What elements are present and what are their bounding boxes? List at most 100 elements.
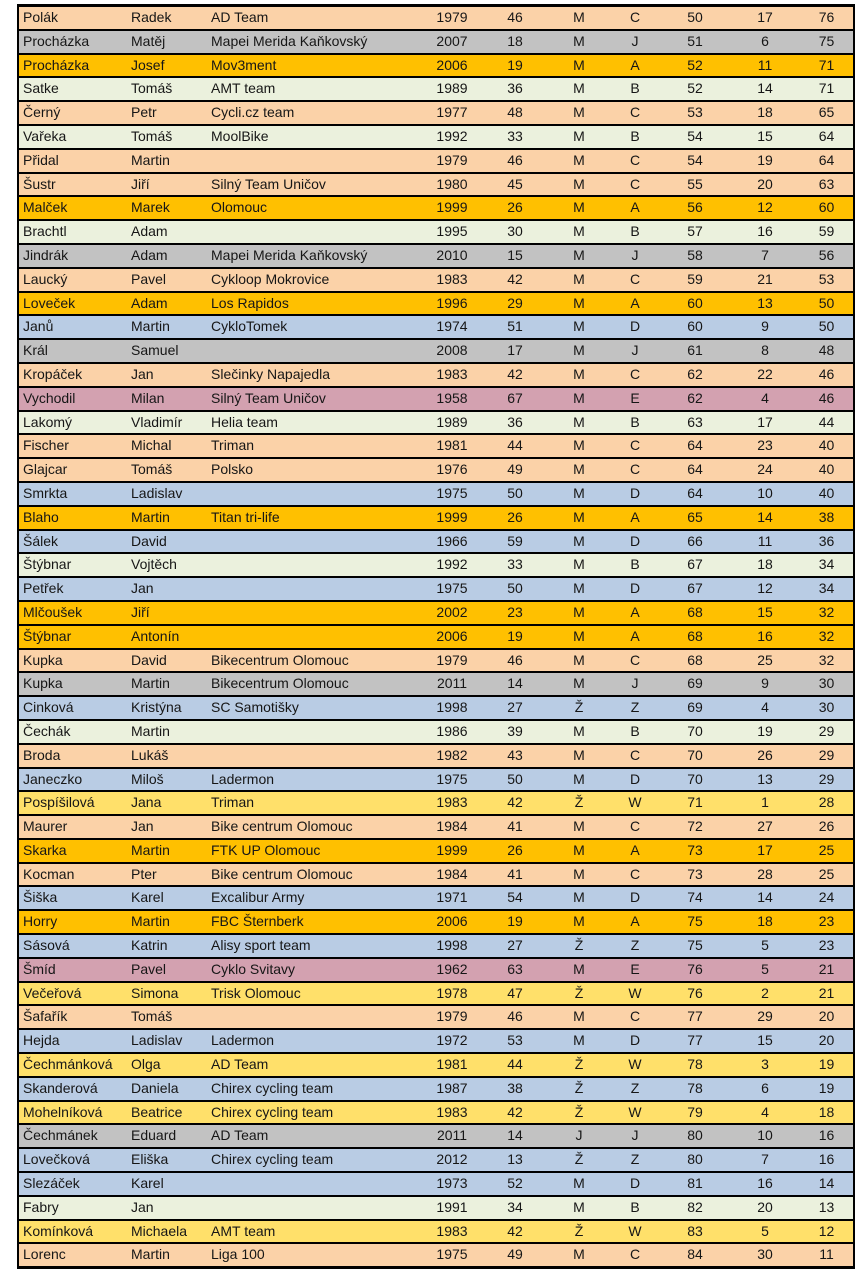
cell-year: 1992: [436, 127, 468, 144]
cell-cat: C: [629, 651, 641, 668]
cell-place: 51: [687, 32, 703, 49]
cell-age: 50: [507, 770, 523, 787]
cell-sex: M: [573, 818, 585, 835]
cell-place: 68: [687, 651, 703, 668]
cell-sex: M: [573, 841, 585, 858]
table-row: Pospíšilová Jana Triman 1983 42 Ž W 71 1 28: [19, 792, 853, 817]
cell-age: 19: [507, 913, 523, 930]
cell-year: 1992: [436, 556, 468, 573]
cell-points: 21: [818, 960, 835, 977]
cell-year: 1998: [436, 699, 468, 716]
cell-team: Bikecentrum Olomouc: [211, 651, 349, 668]
cell-first-name: Adam: [131, 294, 168, 311]
cell-year: 1983: [436, 365, 468, 382]
cell-cat-place: 12: [757, 580, 773, 597]
cell-year: 1958: [436, 389, 468, 406]
cell-first-name: Adam: [131, 246, 168, 263]
cell-place: 69: [687, 675, 703, 692]
cell-first-name: David: [131, 651, 167, 668]
cell-cat-place: 14: [757, 80, 773, 97]
cell-place: 83: [687, 1222, 703, 1239]
cell-place: 54: [687, 127, 703, 144]
cell-surname: Malček: [23, 199, 68, 216]
cell-age: 46: [507, 151, 523, 168]
cell-first-name: Adam: [131, 223, 168, 240]
cell-age: 14: [507, 1127, 523, 1144]
cell-age: 48: [507, 104, 523, 121]
table-row: Šmíd Pavel Cyklo Svitavy 1962 63 M E 76 5 21: [19, 958, 853, 983]
cell-age: 14: [507, 675, 523, 692]
cell-place: 80: [687, 1151, 703, 1168]
cell-points: 16: [818, 1127, 835, 1144]
cell-age: 44: [507, 437, 523, 454]
cell-first-name: Martin: [131, 508, 170, 525]
cell-age: 46: [507, 9, 523, 25]
cell-age: 41: [507, 818, 523, 835]
cell-team: Polsko: [211, 461, 254, 478]
cell-cat: C: [629, 461, 641, 478]
table-row: Laucký Pavel Cykloop Mokrovice 1983 42 M C 59 21…: [19, 268, 853, 293]
cell-age: 19: [507, 627, 523, 644]
cell-year: 1981: [436, 1056, 468, 1073]
cell-age: 42: [507, 365, 523, 382]
cell-team: Olomouc: [211, 199, 268, 216]
cell-sex: M: [573, 770, 585, 787]
cell-sex: Ž: [574, 699, 584, 716]
cell-cat: Z: [630, 1079, 640, 1096]
cell-cat-place: 14: [757, 889, 773, 906]
cell-place: 62: [687, 389, 703, 406]
cell-surname: Kupka: [23, 651, 63, 668]
cell-sex: M: [573, 746, 585, 763]
cell-first-name: Martin: [131, 1246, 170, 1263]
cell-sex: M: [573, 722, 585, 739]
cell-cat: A: [630, 508, 640, 525]
cell-year: 2008: [436, 342, 468, 359]
cell-points: 26: [818, 818, 835, 835]
cell-year: 1975: [436, 484, 468, 501]
cell-age: 47: [507, 984, 523, 1001]
cell-year: 1979: [436, 9, 468, 25]
cell-team: Triman: [211, 437, 255, 454]
cell-cat-place: 14: [757, 508, 773, 525]
cell-cat: D: [629, 532, 641, 549]
cell-first-name: Michal: [131, 437, 172, 454]
cell-team: CykloTomek: [211, 318, 288, 335]
cell-team: [207, 150, 422, 172]
cell-surname: Janeczko: [23, 770, 83, 787]
cell-cat-place: 17: [757, 9, 773, 25]
cell-points: 20: [818, 1032, 835, 1049]
cell-surname: Janů: [23, 318, 54, 335]
cell-cat: C: [629, 818, 641, 835]
cell-points: 50: [818, 318, 835, 335]
cell-team: FTK UP Olomouc: [211, 841, 321, 858]
cell-cat-place: 5: [761, 937, 769, 954]
cell-points: 44: [818, 413, 835, 430]
cell-points: 59: [818, 223, 835, 240]
cell-place: 75: [687, 937, 703, 954]
cell-year: 1981: [436, 437, 468, 454]
cell-first-name: Olga: [131, 1056, 161, 1073]
cell-sex: M: [573, 1175, 585, 1192]
cell-place: 64: [687, 437, 703, 454]
cell-age: 17: [507, 342, 523, 359]
cell-team: [207, 626, 422, 648]
cell-first-name: Martin: [131, 675, 170, 692]
table-row: Petřek Jan 1975 50 M D 67 12 34: [19, 578, 853, 602]
cell-sex: M: [573, 413, 585, 430]
cell-cat: J: [631, 1127, 639, 1144]
cell-team: Ladermon: [211, 1032, 275, 1049]
cell-cat-place: 17: [757, 413, 773, 430]
cell-sex: M: [573, 199, 585, 216]
cell-sex: M: [573, 675, 585, 692]
cell-team: Cyklo Svitavy: [211, 960, 296, 977]
cell-age: 49: [507, 1246, 523, 1263]
cell-surname: Šustr: [23, 175, 56, 192]
cell-cat-place: 25: [757, 651, 773, 668]
cell-first-name: Jiří: [131, 175, 150, 192]
table-row: Jindrák Adam Mapei Merida Kaňkovský 2010 15 M…: [19, 244, 853, 269]
cell-place: 57: [687, 223, 703, 240]
cell-age: 67: [507, 389, 523, 406]
cell-sex: M: [573, 651, 585, 668]
table-row: Lakomý Vladimír Helia team 1989 36 M B 63 17 44: [19, 411, 853, 436]
cell-surname: Kupka: [23, 675, 63, 692]
